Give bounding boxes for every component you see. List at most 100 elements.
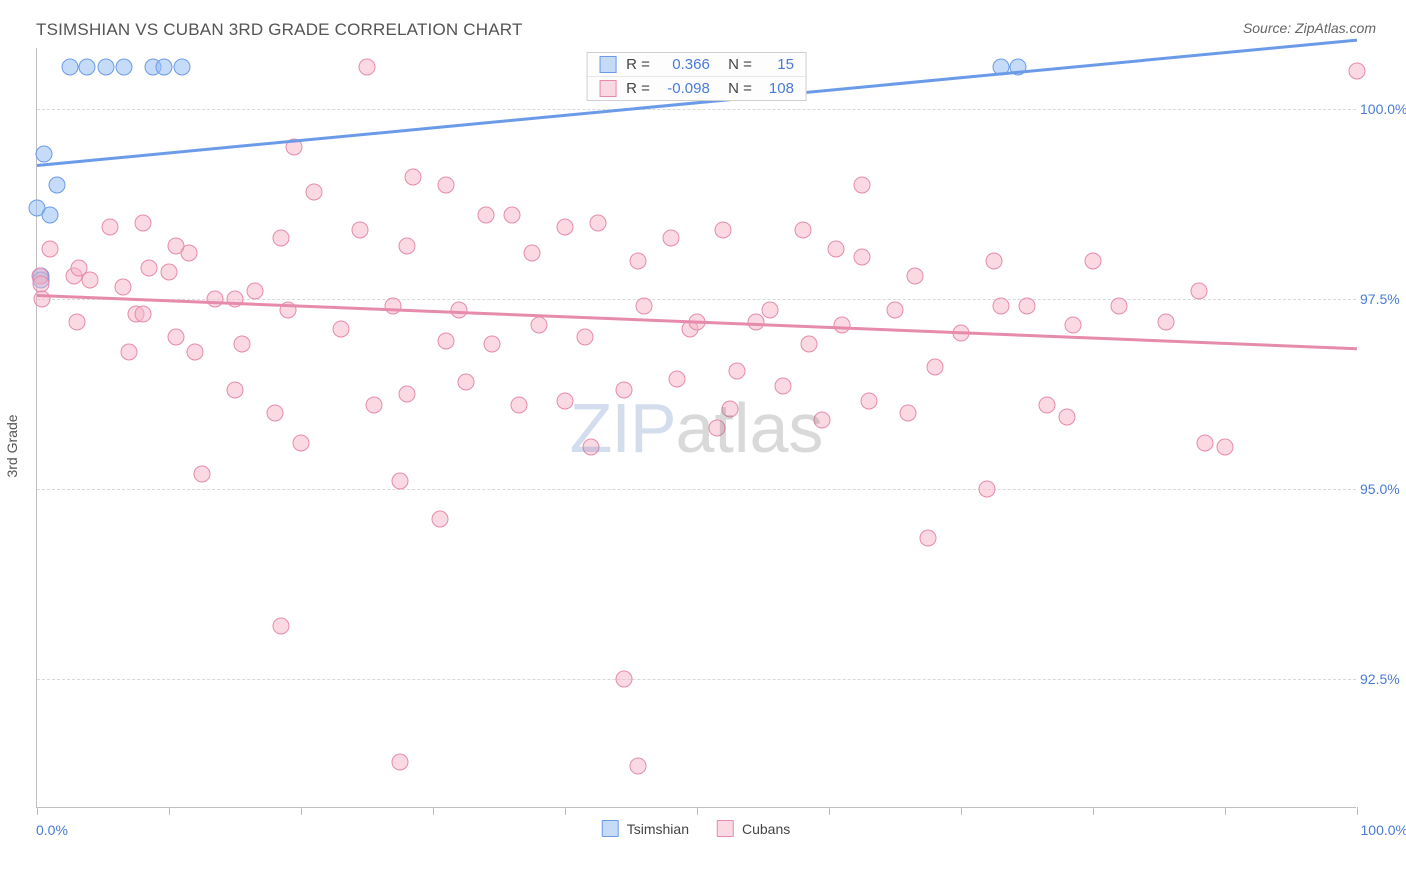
scatter-point bbox=[431, 511, 448, 528]
y-tick-label: 95.0% bbox=[1360, 481, 1406, 497]
legend-label: Tsimshian bbox=[627, 821, 689, 837]
scatter-point bbox=[35, 146, 52, 163]
scatter-point bbox=[114, 279, 131, 296]
scatter-point bbox=[728, 363, 745, 380]
scatter-point bbox=[524, 245, 541, 262]
scatter-point bbox=[97, 59, 114, 76]
x-tick bbox=[1093, 807, 1094, 815]
scatter-point bbox=[1065, 317, 1082, 334]
y-tick-label: 92.5% bbox=[1360, 671, 1406, 687]
series-legend: Tsimshian Cubans bbox=[602, 820, 791, 837]
stats-row: R =0.366 N =15 bbox=[587, 53, 806, 77]
scatter-point bbox=[708, 420, 725, 437]
scatter-point bbox=[141, 260, 158, 277]
scatter-point bbox=[576, 328, 593, 345]
n-label: N = bbox=[720, 80, 752, 97]
scatter-point bbox=[926, 359, 943, 376]
watermark: ZIPatlas bbox=[570, 388, 824, 468]
scatter-point bbox=[398, 385, 415, 402]
scatter-point bbox=[398, 237, 415, 254]
x-axis-max-label: 100.0% bbox=[1361, 822, 1406, 838]
r-value: 0.366 bbox=[660, 56, 710, 73]
grid-line bbox=[37, 679, 1356, 680]
x-tick bbox=[1357, 807, 1358, 815]
legend-swatch bbox=[602, 820, 619, 837]
scatter-point bbox=[365, 397, 382, 414]
scatter-point bbox=[101, 218, 118, 235]
r-label: R = bbox=[626, 80, 650, 97]
scatter-point bbox=[48, 176, 65, 193]
scatter-point bbox=[992, 298, 1009, 315]
scatter-point bbox=[854, 176, 871, 193]
scatter-point bbox=[174, 59, 191, 76]
watermark-atlas: atlas bbox=[676, 389, 824, 467]
x-tick bbox=[1225, 807, 1226, 815]
scatter-point bbox=[616, 382, 633, 399]
scatter-point bbox=[134, 214, 151, 231]
scatter-point bbox=[986, 252, 1003, 269]
scatter-point bbox=[81, 271, 98, 288]
scatter-point bbox=[1085, 252, 1102, 269]
n-label: N = bbox=[720, 56, 752, 73]
scatter-point bbox=[557, 393, 574, 410]
grid-line bbox=[37, 109, 1356, 110]
scatter-point bbox=[616, 670, 633, 687]
x-tick bbox=[433, 807, 434, 815]
scatter-point bbox=[1157, 313, 1174, 330]
scatter-point bbox=[167, 328, 184, 345]
scatter-point bbox=[42, 207, 59, 224]
scatter-point bbox=[1217, 439, 1234, 456]
scatter-point bbox=[530, 317, 547, 334]
x-tick bbox=[697, 807, 698, 815]
legend-label: Cubans bbox=[742, 821, 790, 837]
scatter-point bbox=[583, 439, 600, 456]
scatter-point bbox=[477, 207, 494, 224]
x-tick bbox=[829, 807, 830, 815]
scatter-point bbox=[134, 306, 151, 323]
scatter-point bbox=[887, 302, 904, 319]
watermark-zip: ZIP bbox=[570, 389, 676, 467]
x-tick bbox=[301, 807, 302, 815]
scatter-point bbox=[438, 332, 455, 349]
scatter-point bbox=[1197, 435, 1214, 452]
scatter-point bbox=[900, 404, 917, 421]
scatter-point bbox=[68, 313, 85, 330]
scatter-point bbox=[1019, 298, 1036, 315]
scatter-point bbox=[227, 382, 244, 399]
n-value: 108 bbox=[762, 80, 794, 97]
scatter-point bbox=[458, 374, 475, 391]
stats-swatch bbox=[599, 56, 616, 73]
scatter-point bbox=[352, 222, 369, 239]
scatter-point bbox=[438, 176, 455, 193]
scatter-point bbox=[1349, 62, 1366, 79]
n-value: 15 bbox=[762, 56, 794, 73]
scatter-point bbox=[121, 344, 138, 361]
scatter-point bbox=[385, 298, 402, 315]
scatter-point bbox=[669, 370, 686, 387]
y-axis-label: 3rd Grade bbox=[4, 414, 20, 477]
scatter-point bbox=[761, 302, 778, 319]
y-tick-label: 100.0% bbox=[1360, 101, 1406, 117]
scatter-point bbox=[510, 397, 527, 414]
scatter-point bbox=[979, 480, 996, 497]
scatter-point bbox=[557, 218, 574, 235]
scatter-plot-area: ZIPatlas R =0.366 N =15R =-0.098 N =108 … bbox=[36, 48, 1356, 808]
scatter-point bbox=[860, 393, 877, 410]
scatter-point bbox=[854, 249, 871, 266]
scatter-point bbox=[636, 298, 653, 315]
x-axis-min-label: 0.0% bbox=[36, 822, 68, 838]
scatter-point bbox=[484, 336, 501, 353]
scatter-point bbox=[794, 222, 811, 239]
y-tick-label: 97.5% bbox=[1360, 291, 1406, 307]
scatter-point bbox=[1190, 283, 1207, 300]
scatter-point bbox=[629, 252, 646, 269]
scatter-point bbox=[774, 378, 791, 395]
scatter-point bbox=[233, 336, 250, 353]
scatter-point bbox=[1058, 408, 1075, 425]
scatter-point bbox=[293, 435, 310, 452]
x-tick bbox=[961, 807, 962, 815]
scatter-point bbox=[187, 344, 204, 361]
scatter-point bbox=[359, 59, 376, 76]
stats-swatch bbox=[599, 80, 616, 97]
scatter-point bbox=[167, 237, 184, 254]
